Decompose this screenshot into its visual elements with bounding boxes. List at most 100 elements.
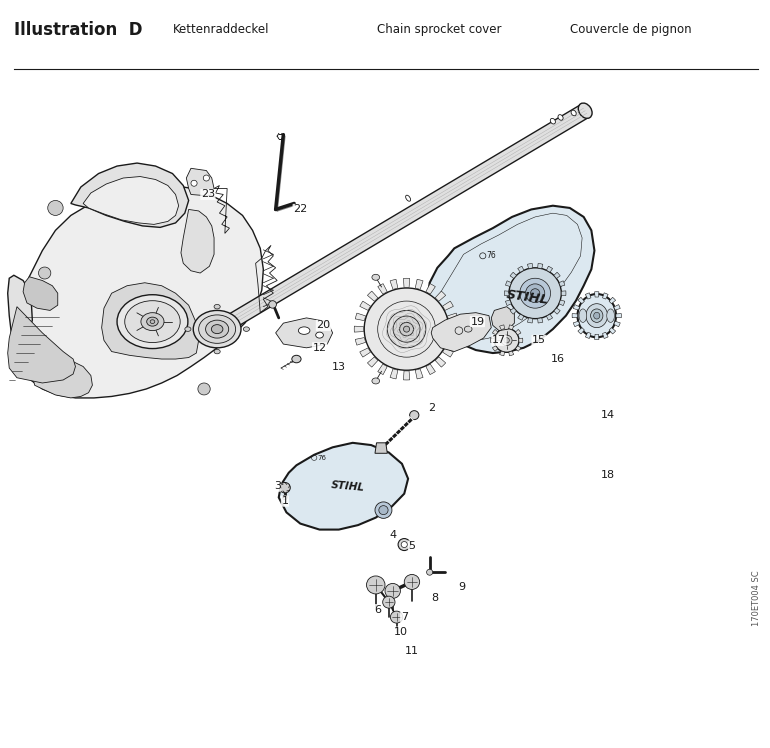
Polygon shape xyxy=(426,283,435,294)
Polygon shape xyxy=(510,272,517,278)
Ellipse shape xyxy=(591,309,603,322)
Polygon shape xyxy=(83,177,179,224)
Polygon shape xyxy=(554,308,561,314)
Polygon shape xyxy=(435,291,446,301)
Ellipse shape xyxy=(375,502,392,518)
Polygon shape xyxy=(515,329,521,335)
Polygon shape xyxy=(500,351,504,356)
Polygon shape xyxy=(355,337,366,345)
Polygon shape xyxy=(360,301,370,310)
Polygon shape xyxy=(415,369,423,379)
Text: 76: 76 xyxy=(487,251,496,260)
Polygon shape xyxy=(578,328,584,334)
Ellipse shape xyxy=(367,576,385,594)
Ellipse shape xyxy=(185,327,191,331)
Polygon shape xyxy=(515,346,521,352)
Polygon shape xyxy=(186,168,214,196)
Polygon shape xyxy=(547,314,553,320)
Ellipse shape xyxy=(198,383,210,395)
Ellipse shape xyxy=(406,195,410,201)
Ellipse shape xyxy=(191,180,197,186)
Polygon shape xyxy=(390,369,398,379)
Text: 6: 6 xyxy=(373,604,381,615)
Ellipse shape xyxy=(404,574,420,589)
Text: 8: 8 xyxy=(431,593,439,604)
Polygon shape xyxy=(537,263,543,269)
Ellipse shape xyxy=(558,114,563,120)
Polygon shape xyxy=(492,346,498,352)
Ellipse shape xyxy=(141,313,164,331)
Ellipse shape xyxy=(125,301,180,343)
Ellipse shape xyxy=(525,284,545,303)
Polygon shape xyxy=(504,291,509,295)
Ellipse shape xyxy=(410,411,419,420)
Ellipse shape xyxy=(427,569,433,575)
Text: 17: 17 xyxy=(492,335,506,346)
Polygon shape xyxy=(585,292,591,299)
Polygon shape xyxy=(491,307,514,331)
Ellipse shape xyxy=(578,294,616,337)
Ellipse shape xyxy=(316,332,323,338)
Polygon shape xyxy=(602,292,608,299)
Polygon shape xyxy=(367,357,378,367)
Ellipse shape xyxy=(269,301,276,308)
Text: 13: 13 xyxy=(332,361,346,372)
Text: 20: 20 xyxy=(316,320,330,331)
Ellipse shape xyxy=(387,310,426,348)
Ellipse shape xyxy=(393,316,420,343)
Ellipse shape xyxy=(206,320,229,338)
Text: STIHL: STIHL xyxy=(331,479,365,493)
Polygon shape xyxy=(360,348,370,357)
Ellipse shape xyxy=(150,320,155,324)
Text: STIHL: STIHL xyxy=(505,288,550,307)
Text: 11: 11 xyxy=(405,646,419,656)
Polygon shape xyxy=(490,338,494,343)
Polygon shape xyxy=(509,325,514,330)
Ellipse shape xyxy=(38,267,51,279)
Polygon shape xyxy=(443,348,454,357)
Ellipse shape xyxy=(211,325,223,334)
Polygon shape xyxy=(573,321,580,327)
Ellipse shape xyxy=(578,103,592,118)
Polygon shape xyxy=(435,357,446,367)
Polygon shape xyxy=(509,351,514,356)
Polygon shape xyxy=(505,300,511,306)
Polygon shape xyxy=(447,313,458,321)
Ellipse shape xyxy=(551,118,555,124)
Ellipse shape xyxy=(372,378,380,384)
Polygon shape xyxy=(431,313,491,352)
Polygon shape xyxy=(527,263,533,269)
Polygon shape xyxy=(415,279,423,289)
Ellipse shape xyxy=(383,596,395,608)
Ellipse shape xyxy=(504,338,510,343)
Ellipse shape xyxy=(146,317,159,326)
Ellipse shape xyxy=(283,495,287,500)
Polygon shape xyxy=(559,300,565,306)
Polygon shape xyxy=(609,297,616,304)
Polygon shape xyxy=(367,291,378,301)
Text: 9: 9 xyxy=(458,582,466,592)
Polygon shape xyxy=(547,266,553,272)
Text: 7: 7 xyxy=(400,612,408,622)
Polygon shape xyxy=(585,332,591,339)
Polygon shape xyxy=(276,318,333,348)
Polygon shape xyxy=(375,443,387,453)
Ellipse shape xyxy=(292,355,301,363)
Polygon shape xyxy=(32,358,92,398)
Ellipse shape xyxy=(520,278,551,308)
Polygon shape xyxy=(443,301,454,310)
Polygon shape xyxy=(71,163,189,227)
Ellipse shape xyxy=(214,349,220,354)
Polygon shape xyxy=(578,297,584,304)
Text: 16: 16 xyxy=(551,354,565,364)
Polygon shape xyxy=(8,307,75,383)
Polygon shape xyxy=(517,266,524,272)
Polygon shape xyxy=(500,325,504,330)
Polygon shape xyxy=(492,329,498,335)
Polygon shape xyxy=(594,334,599,340)
Ellipse shape xyxy=(379,506,388,515)
Ellipse shape xyxy=(243,327,249,331)
Polygon shape xyxy=(227,105,589,328)
Ellipse shape xyxy=(571,110,576,116)
Text: 19: 19 xyxy=(470,316,484,327)
